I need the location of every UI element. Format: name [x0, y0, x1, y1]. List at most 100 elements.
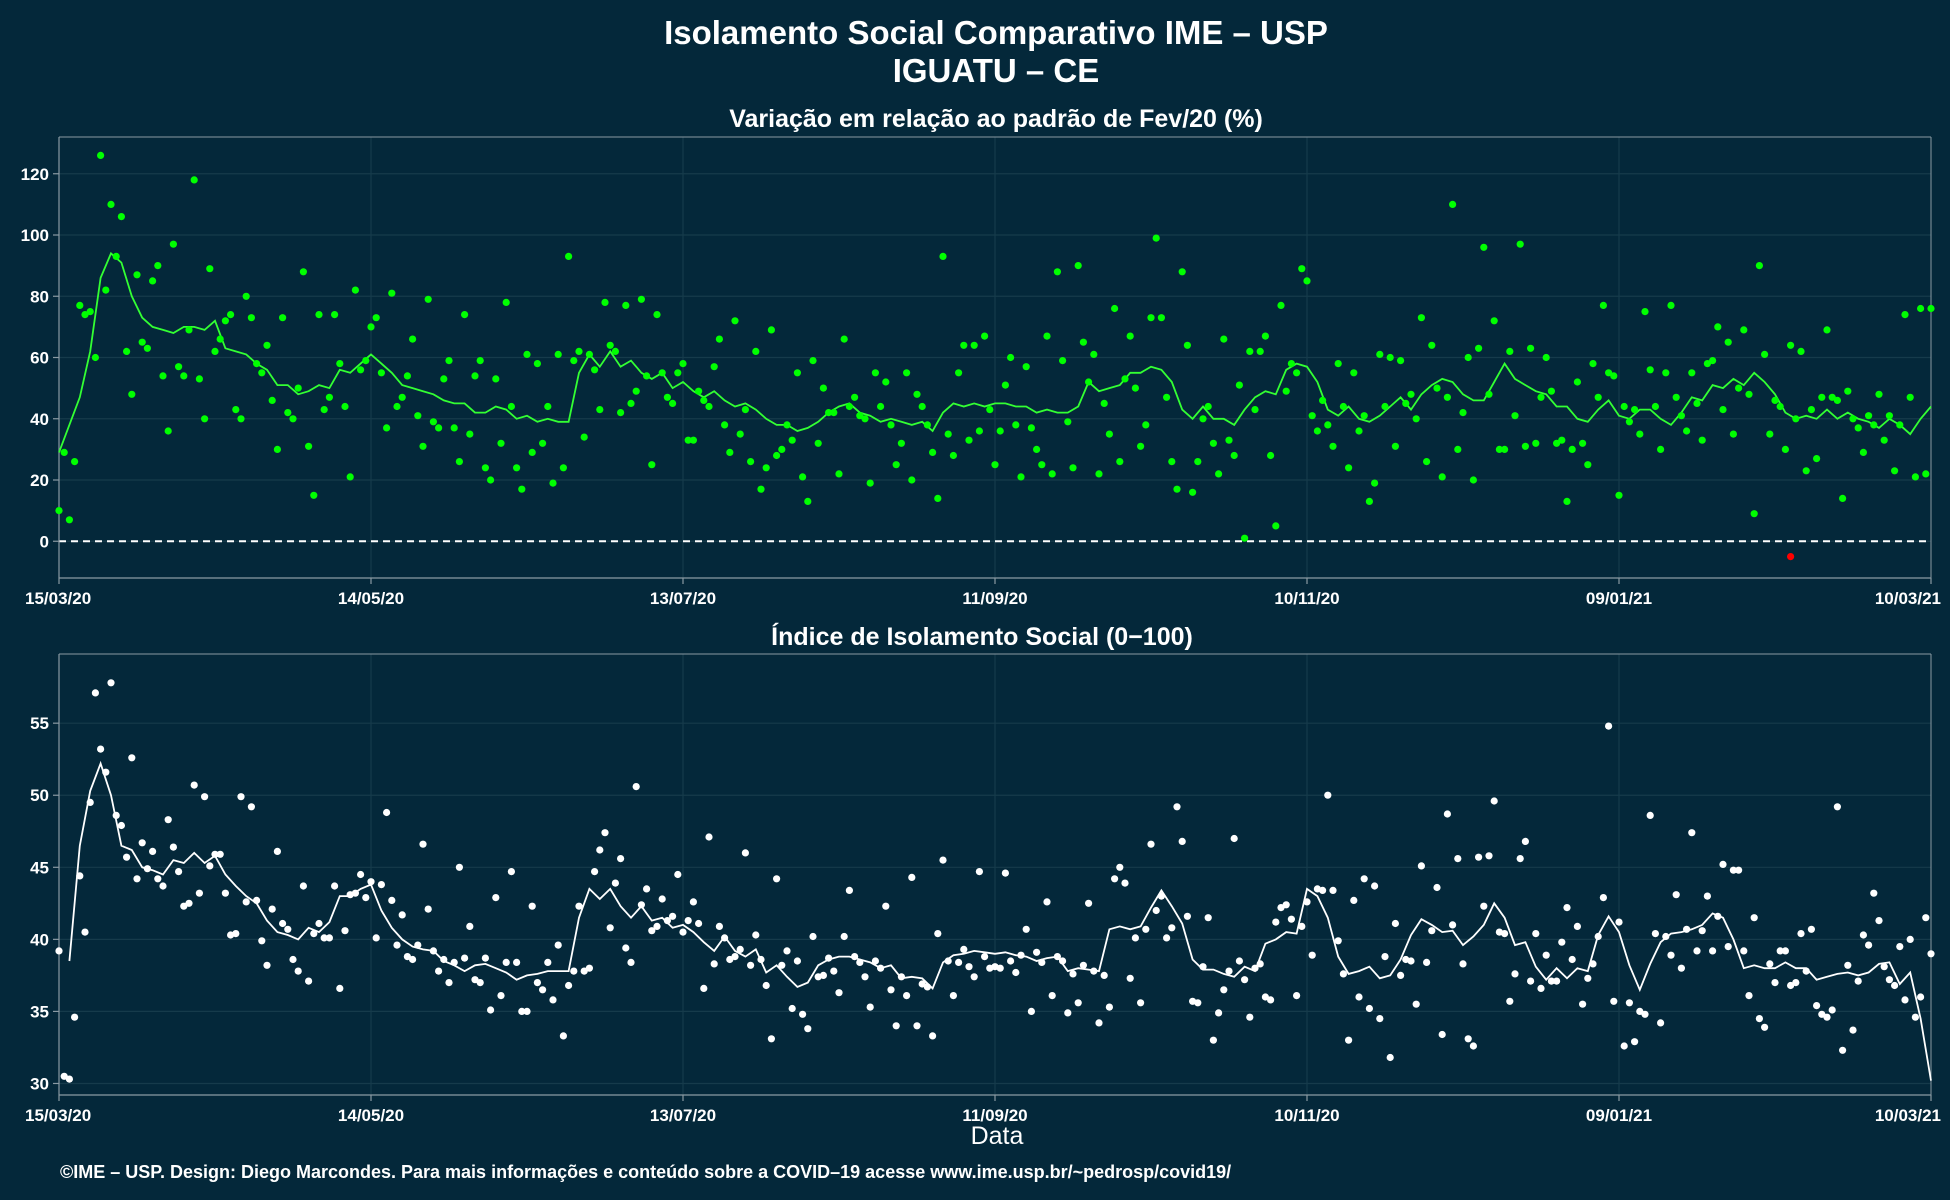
- data-point: [1750, 914, 1758, 922]
- data-point: [1568, 955, 1576, 964]
- data-point: [1079, 338, 1087, 346]
- data-point: [1381, 402, 1389, 411]
- data-point: [1033, 445, 1041, 453]
- moving-average-line: [68, 760, 1932, 1081]
- data-point: [1657, 1019, 1665, 1027]
- data-point: [1813, 455, 1821, 463]
- data-point: [86, 798, 94, 807]
- data-point: [1043, 898, 1051, 906]
- data-point: [409, 335, 417, 343]
- data-point: [1485, 390, 1493, 398]
- data-point: [1589, 360, 1597, 368]
- data-point: [684, 917, 692, 925]
- data-point: [611, 347, 620, 355]
- data-point: [643, 372, 651, 380]
- data-point: [965, 436, 973, 444]
- data-point: [377, 369, 385, 377]
- x-tick-label: 09/01/21: [1586, 589, 1652, 608]
- data-point: [154, 262, 162, 270]
- data-point: [232, 930, 240, 938]
- data-point: [143, 344, 151, 352]
- data-point: [1475, 853, 1483, 861]
- data-point: [663, 917, 672, 925]
- data-point: [440, 375, 448, 383]
- data-point: [1350, 369, 1358, 377]
- data-point: [414, 412, 422, 420]
- data-point: [1875, 917, 1883, 925]
- data-point: [55, 947, 63, 955]
- data-point: [1209, 1036, 1217, 1044]
- data-point: [1168, 458, 1176, 466]
- data-point: [362, 357, 370, 365]
- data-point: [159, 882, 167, 890]
- data-point: [372, 314, 380, 322]
- data-point: [1371, 479, 1379, 487]
- data-point: [195, 375, 203, 383]
- data-point: [310, 930, 318, 938]
- data-point: [1698, 927, 1706, 935]
- data-point: [284, 925, 292, 933]
- data-point: [1033, 948, 1041, 956]
- data-point: [263, 961, 271, 969]
- data-point: [1329, 886, 1337, 895]
- data-point: [845, 402, 854, 411]
- data-point: [65, 1075, 73, 1083]
- data-point: [1620, 402, 1628, 411]
- data-point: [596, 846, 604, 854]
- data-point: [975, 427, 984, 435]
- data-point: [856, 958, 864, 967]
- data-point: [752, 347, 760, 355]
- data-point: [996, 427, 1004, 435]
- data-point: [476, 979, 484, 987]
- data-point: [1376, 350, 1384, 358]
- data-point: [169, 843, 177, 851]
- data-point: [528, 448, 536, 456]
- data-point: [1480, 902, 1488, 910]
- data-point: [1048, 470, 1056, 478]
- data-point: [1241, 534, 1249, 542]
- data-point: [102, 286, 110, 294]
- data-point: [1927, 304, 1935, 313]
- data-point: [117, 213, 125, 221]
- data-point: [632, 783, 640, 791]
- data-point: [1469, 476, 1477, 484]
- data-point: [1662, 369, 1670, 377]
- bottom-panel: 30 35 40 45 50 55 15/03/20 14/05/20 13/07/20 11/0…: [25, 653, 1941, 1125]
- data-point: [159, 372, 167, 380]
- data-point: [164, 427, 172, 435]
- data-point: [1147, 314, 1155, 322]
- data-point: [1126, 974, 1134, 982]
- data-point: [232, 406, 240, 414]
- data-point: [1787, 341, 1795, 349]
- data-point: [970, 973, 978, 981]
- data-point: [752, 931, 760, 939]
- data-point: [1641, 1010, 1649, 1018]
- data-point: [923, 983, 932, 991]
- data-point: [1885, 412, 1893, 420]
- figure-subtitle: IGUATU – CE: [893, 52, 1100, 89]
- data-point: [1261, 332, 1269, 340]
- data-point: [1693, 947, 1701, 955]
- data-point: [1594, 932, 1602, 941]
- data-point: [507, 402, 515, 411]
- data-point: [1017, 473, 1025, 481]
- data-point: [320, 934, 328, 942]
- data-point: [559, 464, 568, 472]
- data-point: [1100, 971, 1108, 980]
- data-point: [1917, 304, 1925, 313]
- data-point: [1241, 976, 1249, 984]
- y-tick-label: 20: [30, 471, 49, 490]
- data-point: [398, 393, 406, 401]
- data-point: [596, 406, 604, 414]
- data-point: [1667, 301, 1675, 309]
- data-point: [1537, 984, 1545, 993]
- data-point: [128, 754, 136, 762]
- data-point: [1204, 402, 1212, 411]
- data-point: [1105, 1003, 1113, 1011]
- data-point: [757, 485, 765, 493]
- data-point: [700, 984, 708, 993]
- data-point: [1053, 953, 1061, 961]
- data-point: [1116, 458, 1124, 466]
- data-point: [1157, 314, 1165, 322]
